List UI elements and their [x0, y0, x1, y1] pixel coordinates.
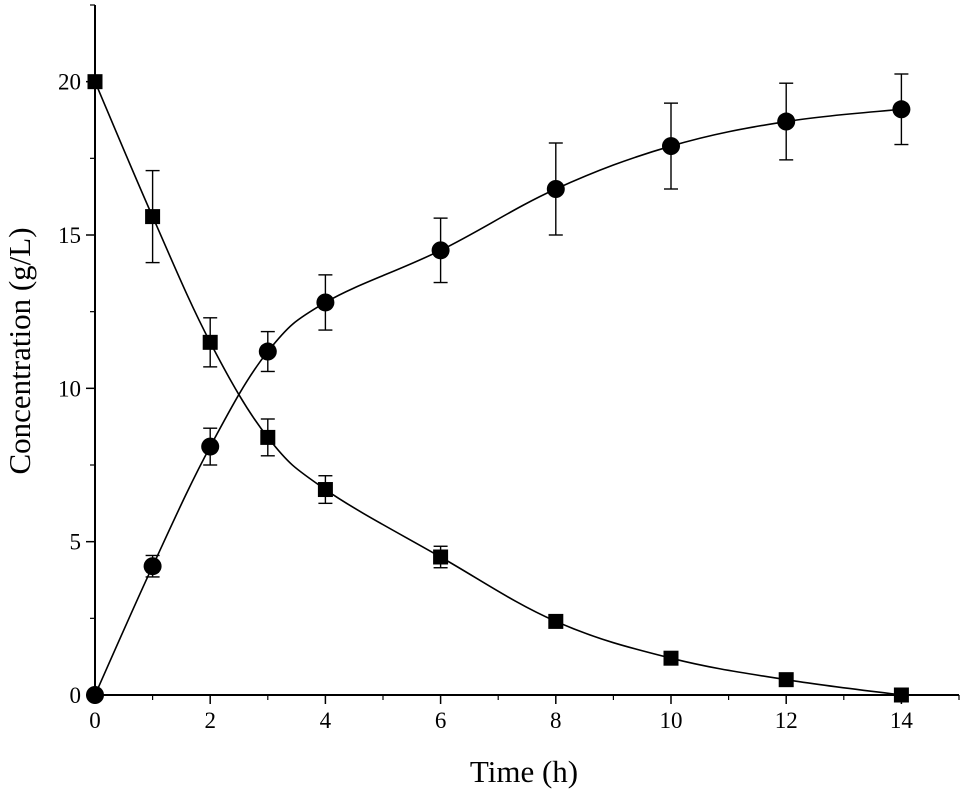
data-point-circle [143, 557, 162, 576]
data-point-circle [662, 137, 680, 156]
data-point-square [317, 482, 333, 498]
y-tick-label: 10 [58, 376, 81, 401]
data-point-square [663, 650, 679, 666]
data-point-square [778, 672, 794, 688]
data-point-circle [431, 241, 450, 260]
axes: 0 2 4 6 8 10 12 14 0 5 10 15 20 [58, 4, 960, 733]
x-tick-label: 6 [435, 708, 447, 733]
data-point-square [145, 209, 161, 225]
plot-area [86, 73, 911, 704]
x-axis-title: Time (h) [470, 754, 578, 789]
y-tick-label: 0 [70, 683, 82, 708]
data-point-square [548, 613, 564, 629]
data-point-circle [258, 342, 277, 361]
x-tick-label: 12 [775, 708, 798, 733]
series-line [94, 108, 902, 696]
y-tick-label: 15 [58, 223, 81, 248]
data-point-circle [777, 112, 796, 131]
x-tick-label: 0 [89, 708, 101, 733]
y-tick-label: 20 [58, 70, 81, 95]
x-tick-label: 8 [550, 708, 562, 733]
x-tick-label: 4 [320, 708, 332, 733]
x-tick-label: 2 [204, 708, 216, 733]
y-axis-title: Concentration (g/L) [2, 227, 37, 474]
data-point-circle [892, 100, 911, 119]
series-circle [86, 73, 911, 704]
y-tick-label: 5 [70, 530, 82, 555]
data-point-square [202, 334, 218, 350]
data-point-square [260, 429, 276, 445]
x-tick-label: 14 [890, 708, 914, 733]
data-point-circle [201, 437, 220, 456]
x-tick-label: 10 [660, 708, 683, 733]
series-line [94, 81, 902, 696]
data-point-circle [546, 180, 565, 198]
data-point-square [433, 549, 449, 565]
series-square [87, 74, 909, 703]
data-point-circle [316, 293, 335, 312]
